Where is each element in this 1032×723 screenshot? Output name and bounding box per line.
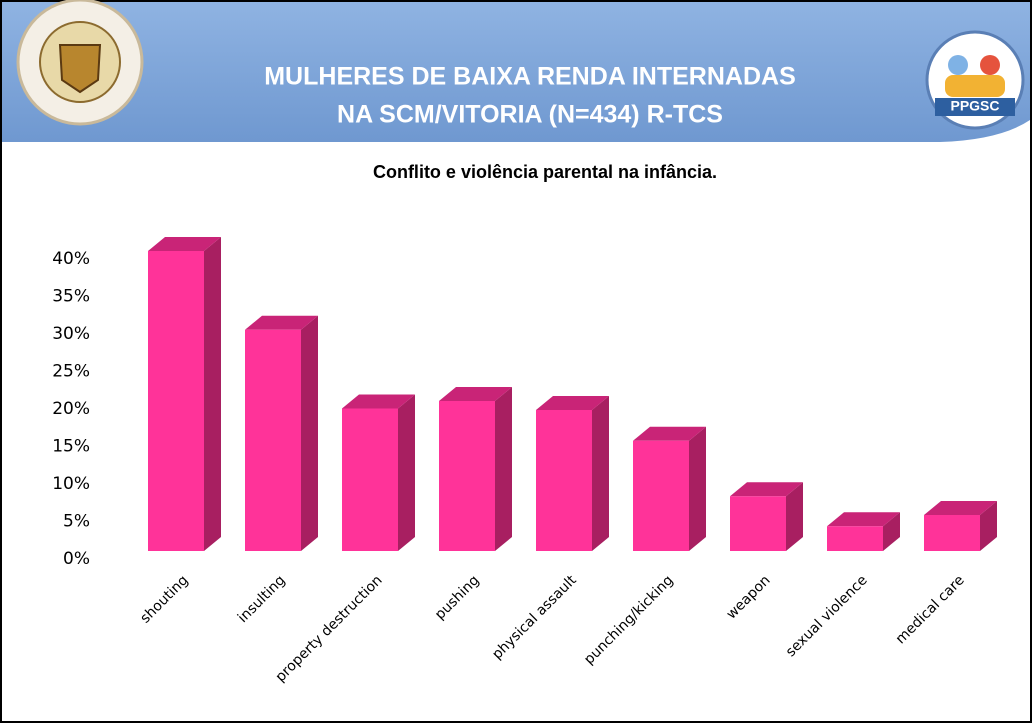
bar-top: [148, 237, 221, 251]
bar-side: [204, 237, 221, 551]
bar: [245, 329, 301, 551]
y-tick-label: 40%: [52, 249, 90, 269]
bar: [342, 408, 398, 551]
bar-top: [342, 394, 415, 409]
bar-side: [495, 387, 512, 551]
bar: [536, 410, 592, 551]
bar-top: [730, 482, 803, 497]
bar-top: [536, 396, 609, 410]
bar: [633, 440, 689, 551]
y-tick-label: 15%: [52, 437, 90, 457]
slide-title: MULHERES DE BAIXA RENDA INTERNADAS: [264, 63, 796, 91]
bar-side: [592, 396, 609, 551]
slide-title: NA SCM/VITORIA (N=434) R-TCS: [337, 101, 723, 129]
bar: [148, 251, 204, 551]
chart-title: Conflito e violência parental na infânci…: [373, 162, 717, 182]
y-tick-label: 5%: [63, 512, 90, 532]
bar-side: [883, 512, 900, 551]
logo-text: PPGSC: [950, 98, 999, 114]
bar-side: [980, 501, 997, 551]
left-logo: [16, 0, 144, 126]
y-tick-label: 35%: [52, 287, 90, 307]
bar: [730, 496, 786, 551]
bar-side: [398, 394, 415, 551]
bar-side: [689, 426, 706, 551]
bar-top: [633, 426, 706, 441]
bar-top: [924, 501, 997, 515]
y-tick-label: 30%: [52, 324, 90, 344]
y-tick-label: 10%: [52, 474, 90, 494]
bar: [924, 515, 980, 551]
bar-top: [439, 387, 512, 401]
right-logo: PPGSC: [925, 30, 1025, 130]
y-tick-label: 0%: [63, 549, 90, 569]
bar-side: [301, 315, 318, 551]
bar-top: [827, 512, 900, 527]
bar-side: [786, 482, 803, 551]
header-band: [2, 2, 1030, 142]
y-tick-label: 25%: [52, 362, 90, 382]
y-tick-label: 20%: [52, 399, 90, 419]
bar-top: [245, 315, 318, 330]
bar: [827, 526, 883, 551]
bar: [439, 401, 495, 551]
